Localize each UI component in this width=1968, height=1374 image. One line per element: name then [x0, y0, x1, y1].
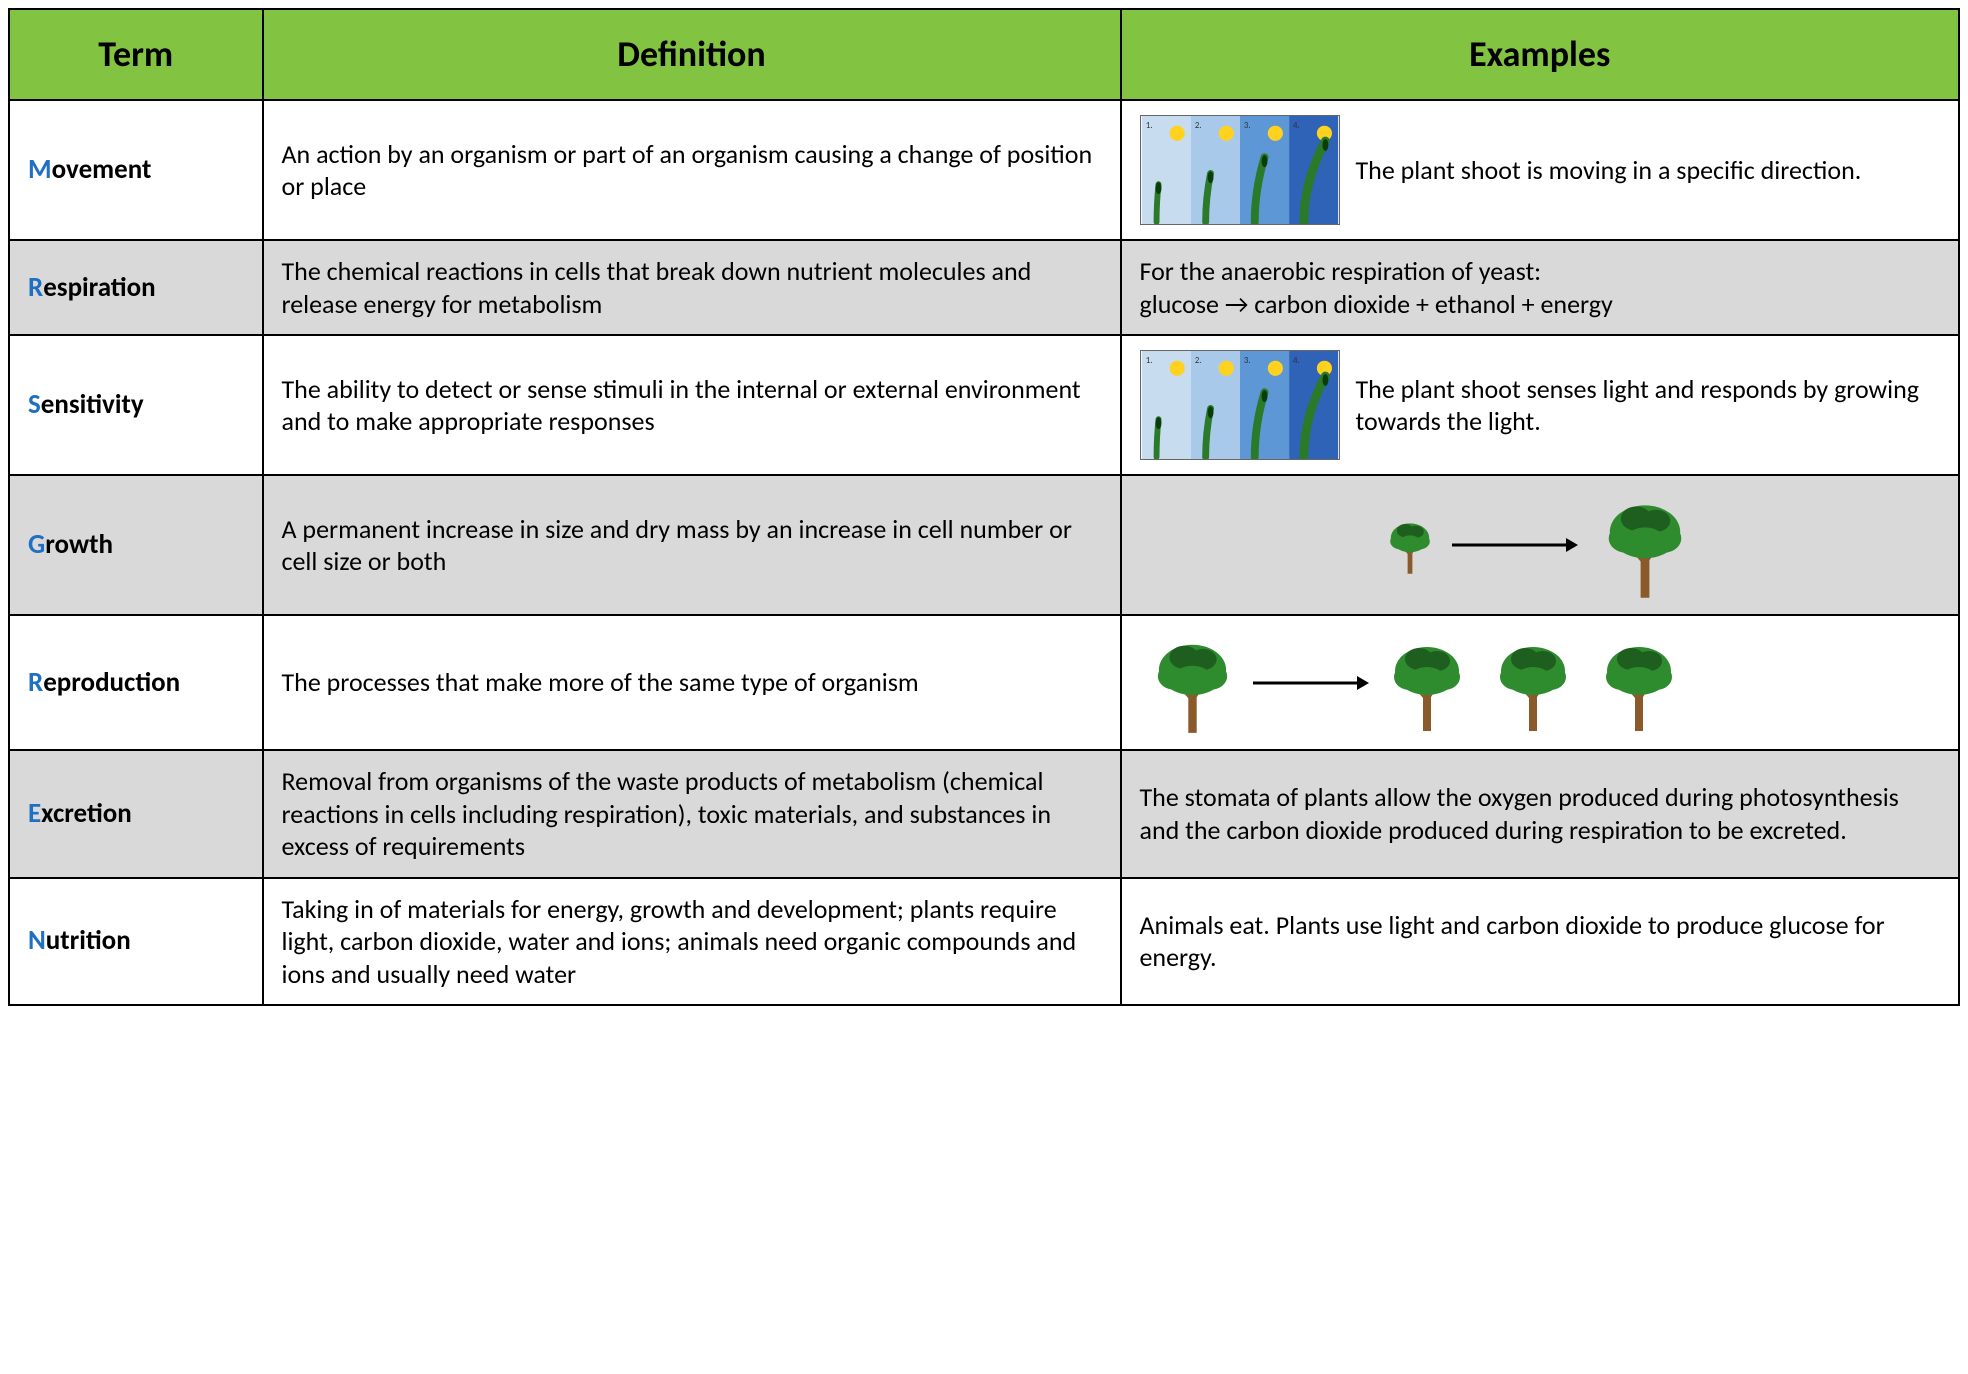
term-rest: xcretion: [41, 797, 132, 830]
phototropism-icon: 1. 2. 3. 4.: [1140, 115, 1340, 225]
example-text: The plant shoot senses light and respond…: [1356, 373, 1941, 438]
example-cell: 1. 2. 3. 4. The plant shoot senses light an…: [1121, 335, 1960, 475]
svg-text:4.: 4.: [1293, 356, 1300, 366]
term-first-letter: G: [28, 528, 45, 561]
term-cell: Growth: [9, 475, 263, 615]
term-first-letter: M: [28, 153, 52, 186]
example-cell: [1121, 475, 1960, 615]
definition-cell: An action by an organism or part of an o…: [263, 100, 1121, 240]
header-definition: Definition: [263, 9, 1121, 100]
definition-cell: A permanent increase in size and dry mas…: [263, 475, 1121, 615]
svg-text:1.: 1.: [1145, 356, 1152, 366]
definition-cell: Taking in of materials for energy, growt…: [263, 878, 1121, 1006]
svg-text:1.: 1.: [1145, 121, 1152, 131]
term-rest: rowth: [45, 528, 113, 561]
svg-text:4.: 4.: [1293, 121, 1300, 131]
svg-text:3.: 3.: [1243, 356, 1250, 366]
example-cell: [1121, 615, 1960, 750]
example-cell: For the anaerobic respiration of yeast:g…: [1121, 240, 1960, 335]
example-text: The stomata of plants allow the oxygen p…: [1140, 781, 1899, 846]
term-cell: Excretion: [9, 750, 263, 878]
parent-tree-icon: [1140, 630, 1245, 735]
term-rest: ensitivity: [41, 388, 144, 421]
definition-cell: The ability to detect or sense stimuli i…: [263, 335, 1121, 475]
svg-text:2.: 2.: [1194, 121, 1201, 131]
svg-text:2.: 2.: [1194, 356, 1201, 366]
phototropism-icon: 1. 2. 3. 4.: [1140, 350, 1340, 460]
example-text: For the anaerobic respiration of yeast:g…: [1140, 255, 1613, 320]
header-term: Term: [9, 9, 263, 100]
term-cell: Reproduction: [9, 615, 263, 750]
example-text: The plant shoot is moving in a specific …: [1356, 154, 1941, 187]
offspring-tree-icon: [1483, 633, 1583, 733]
header-row: Term Definition Examples: [9, 9, 1959, 100]
table-row: SensitivityThe ability to detect or sens…: [9, 335, 1959, 475]
term-cell: Movement: [9, 100, 263, 240]
example-text: Animals eat. Plants use light and carbon…: [1140, 909, 1885, 974]
offspring-tree-icon: [1589, 633, 1689, 733]
mrs-gren-table: Term Definition Examples MovementAn acti…: [8, 8, 1960, 1006]
term-cell: Sensitivity: [9, 335, 263, 475]
table-row: MovementAn action by an organism or part…: [9, 100, 1959, 240]
term-cell: Respiration: [9, 240, 263, 335]
definition-cell: The processes that make more of the same…: [263, 615, 1121, 750]
term-rest: eproduction: [43, 666, 180, 699]
term-first-letter: N: [28, 924, 46, 957]
table-row: ReproductionThe processes that make more…: [9, 615, 1959, 750]
example-cell: 1. 2. 3. 4. The plant shoot is moving in a …: [1121, 100, 1960, 240]
definition-cell: The chemical reactions in cells that bre…: [263, 240, 1121, 335]
table-row: NutritionTaking in of materials for ener…: [9, 878, 1959, 1006]
example-cell: The stomata of plants allow the oxygen p…: [1121, 750, 1960, 878]
arrow-icon: [1450, 535, 1580, 555]
example-cell: Animals eat. Plants use light and carbon…: [1121, 878, 1960, 1006]
definition-cell: Removal from organisms of the waste prod…: [263, 750, 1121, 878]
term-first-letter: R: [28, 271, 43, 304]
svg-text:3.: 3.: [1243, 121, 1250, 131]
table-row: GrowthA permanent increase in size and d…: [9, 475, 1959, 615]
term-rest: ovement: [52, 153, 152, 186]
small-tree-icon: [1380, 515, 1440, 575]
term-first-letter: E: [28, 797, 41, 830]
table-row: RespirationThe chemical reactions in cel…: [9, 240, 1959, 335]
table-row: ExcretionRemoval from organisms of the w…: [9, 750, 1959, 878]
large-tree-icon: [1590, 490, 1700, 600]
term-rest: espiration: [43, 271, 155, 304]
term-rest: utrition: [46, 924, 131, 957]
term-first-letter: R: [28, 666, 43, 699]
offspring-tree-icon: [1377, 633, 1477, 733]
term-cell: Nutrition: [9, 878, 263, 1006]
table-body: MovementAn action by an organism or part…: [9, 100, 1959, 1005]
term-first-letter: S: [28, 388, 41, 421]
header-examples: Examples: [1121, 9, 1960, 100]
arrow-icon: [1251, 673, 1371, 693]
